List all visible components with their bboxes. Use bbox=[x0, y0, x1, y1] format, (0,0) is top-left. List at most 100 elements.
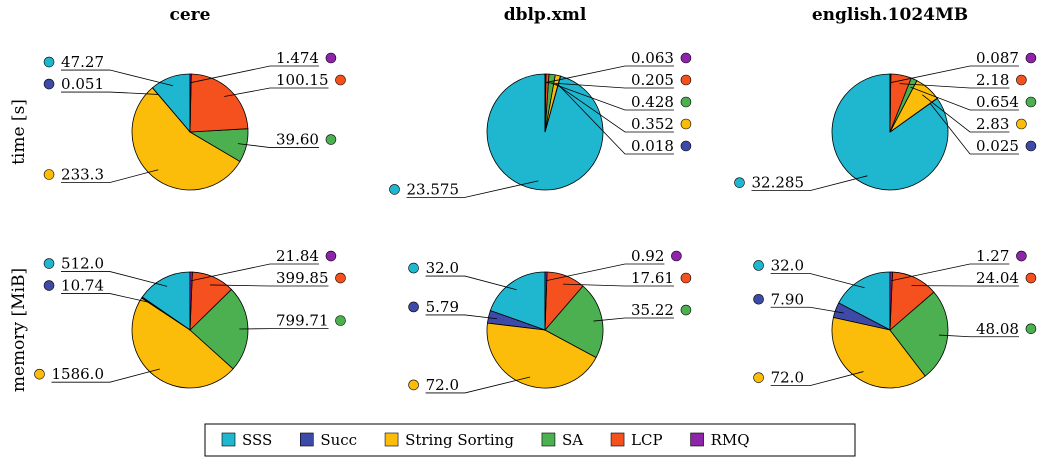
value-label: 24.04 bbox=[976, 269, 1019, 287]
value-label: 35.22 bbox=[631, 301, 674, 319]
pie-slice bbox=[486, 322, 597, 389]
leader-line bbox=[770, 273, 865, 289]
legend-label: Succ bbox=[320, 431, 357, 449]
label-dot bbox=[34, 368, 45, 380]
leader-line bbox=[929, 103, 1019, 155]
pie-slice bbox=[189, 73, 249, 133]
leader-line bbox=[751, 175, 868, 192]
legend-label: LCP bbox=[631, 431, 663, 449]
label-dot bbox=[671, 250, 682, 262]
pie-slice bbox=[544, 271, 548, 331]
label-dot bbox=[389, 184, 400, 195]
pie-slice bbox=[544, 73, 547, 133]
value-label: 0.025 bbox=[976, 137, 1019, 155]
leader-line bbox=[237, 143, 319, 148]
value-label: 399.85 bbox=[276, 269, 329, 287]
pie-slice bbox=[838, 271, 891, 331]
value-label: 48.08 bbox=[976, 320, 1019, 338]
label-dot bbox=[43, 258, 55, 269]
value-label: 0.654 bbox=[976, 93, 1019, 111]
pie-slice bbox=[131, 297, 234, 389]
value-label: 0.018 bbox=[631, 137, 674, 155]
legend-label: SSS bbox=[242, 431, 272, 449]
leader-line bbox=[61, 69, 174, 87]
value-label: 0.051 bbox=[61, 75, 104, 93]
label-dot bbox=[43, 56, 55, 68]
label-dot bbox=[335, 74, 346, 86]
leader-line bbox=[425, 275, 517, 291]
leader-line bbox=[910, 86, 1019, 111]
pie-slice bbox=[489, 271, 546, 331]
value-label: 32.0 bbox=[426, 259, 459, 277]
label-dot bbox=[1016, 250, 1027, 262]
leader-line bbox=[210, 284, 329, 287]
leader-line bbox=[545, 263, 665, 282]
label-dot bbox=[680, 52, 692, 64]
label-dot bbox=[408, 262, 419, 274]
leader-line bbox=[939, 334, 1019, 338]
legend-label: RMQ bbox=[711, 431, 750, 449]
row-label: time [s] bbox=[9, 99, 29, 165]
value-label: 799.71 bbox=[276, 312, 329, 330]
leader-line bbox=[899, 83, 1010, 89]
leader-line bbox=[190, 65, 319, 84]
leader-line bbox=[890, 65, 1019, 84]
leader-line bbox=[545, 65, 674, 84]
value-label: 0.087 bbox=[976, 49, 1019, 67]
label-dot bbox=[408, 301, 419, 313]
value-label: 1586.0 bbox=[52, 365, 105, 383]
legend-swatch bbox=[610, 432, 625, 447]
pie-slice bbox=[131, 87, 241, 191]
leader-line bbox=[190, 263, 319, 282]
pie-slice bbox=[889, 73, 892, 133]
value-label: 32.0 bbox=[771, 256, 804, 274]
pie-slice bbox=[831, 316, 926, 389]
label-dot bbox=[335, 315, 346, 326]
legend-label: String Sorting bbox=[405, 431, 514, 449]
value-label: 2.18 bbox=[976, 71, 1009, 89]
value-label: 72.0 bbox=[771, 369, 804, 387]
leader-line bbox=[550, 82, 674, 111]
leader-line bbox=[593, 317, 674, 322]
label-dot bbox=[1025, 96, 1037, 108]
chart-title: cere bbox=[170, 5, 211, 25]
label-dot bbox=[325, 52, 337, 64]
label-dot bbox=[1025, 52, 1037, 64]
leader-line bbox=[547, 82, 674, 89]
label-dot bbox=[1025, 323, 1037, 335]
value-label: 17.61 bbox=[631, 269, 674, 287]
value-label: 72.0 bbox=[426, 376, 459, 394]
leader-line bbox=[51, 368, 160, 383]
leader-line bbox=[425, 314, 498, 320]
label-dot bbox=[1025, 140, 1037, 152]
value-label: 0.063 bbox=[631, 49, 674, 67]
leader-line bbox=[555, 83, 674, 133]
leader-line bbox=[61, 91, 159, 95]
value-label: 1.27 bbox=[976, 247, 1009, 265]
label-dot bbox=[43, 169, 55, 180]
value-label: 5.79 bbox=[426, 298, 459, 316]
value-label: 10.74 bbox=[61, 277, 104, 295]
value-label: 0.352 bbox=[631, 115, 674, 133]
legend-swatch bbox=[541, 432, 556, 447]
label-dot bbox=[325, 250, 337, 262]
label-dot bbox=[43, 280, 55, 291]
legend-swatch bbox=[221, 432, 236, 447]
leader-line bbox=[922, 94, 1010, 133]
leader-line bbox=[61, 293, 150, 303]
pie-slice bbox=[189, 271, 193, 331]
leader-line bbox=[61, 271, 168, 287]
chart-title: english.1024MB bbox=[812, 5, 968, 25]
leader-line bbox=[557, 84, 674, 155]
label-dot bbox=[753, 260, 764, 271]
legend-swatch bbox=[384, 432, 399, 447]
label-dot bbox=[753, 293, 764, 305]
pie-slice bbox=[544, 285, 604, 359]
label-dot bbox=[43, 78, 55, 90]
label-dot bbox=[1025, 272, 1037, 284]
value-label: 32.285 bbox=[752, 174, 805, 192]
pie-slice bbox=[889, 271, 893, 331]
leader-line bbox=[425, 376, 531, 394]
label-dot bbox=[335, 272, 346, 284]
